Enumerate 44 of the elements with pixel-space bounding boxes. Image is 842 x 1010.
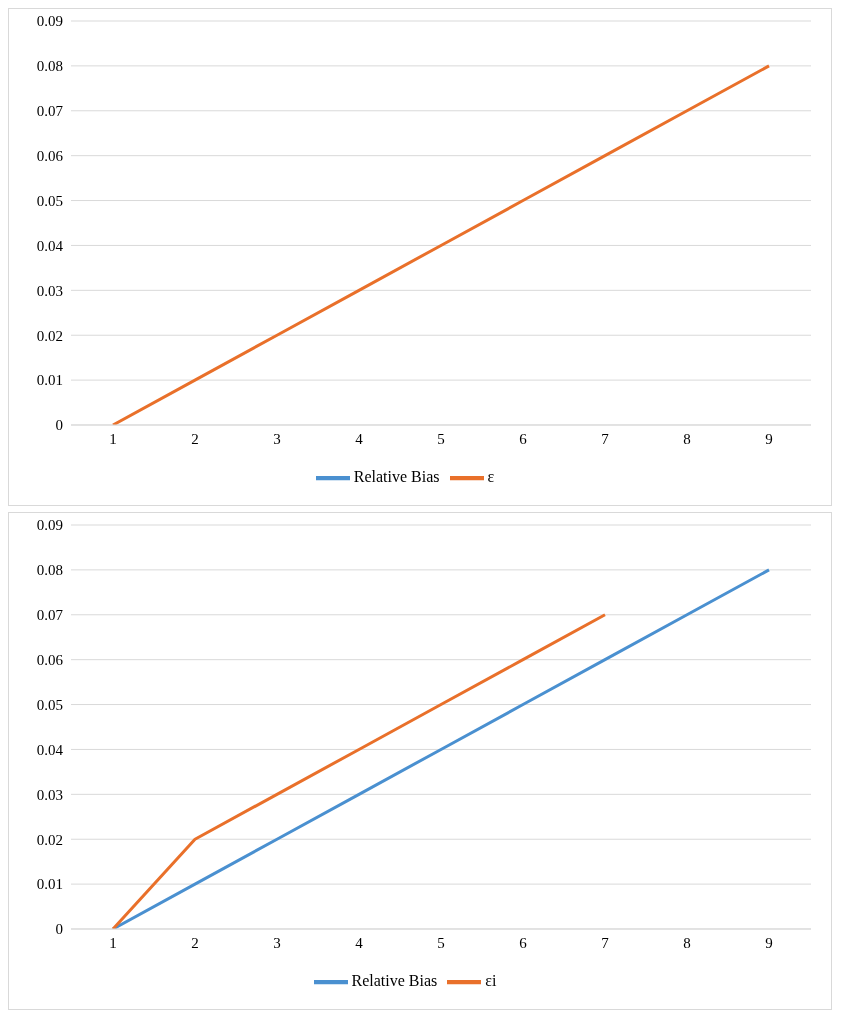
x-tick-label: 1	[109, 430, 117, 447]
y-tick-label: 0.05	[36, 696, 63, 713]
x-tick-label: 4	[355, 934, 364, 951]
y-tick-label: 0.05	[36, 192, 63, 209]
x-tick-label: 8	[683, 430, 691, 447]
x-tick-label: 3	[273, 934, 281, 951]
y-tick-label: 0.09	[36, 517, 63, 534]
legend-label: ε	[487, 467, 495, 485]
legend-label: Relative Bias	[351, 971, 438, 989]
line-series	[111, 64, 771, 425]
x-tick-label: 5	[437, 430, 445, 447]
x-tick-label: 3	[273, 430, 281, 447]
legend-label: εi	[485, 971, 497, 989]
x-tick-label: 9	[765, 934, 773, 951]
y-tick-label: 0.04	[36, 237, 64, 254]
y-tick-label: 0	[55, 417, 63, 434]
line-series	[111, 613, 607, 929]
y-tick-label: 0.07	[36, 103, 64, 120]
y-tick-label: 0.03	[36, 786, 63, 803]
y-tick-label: 0.08	[36, 58, 63, 75]
x-tick-label: 7	[601, 934, 610, 951]
y-tick-label: 0.02	[36, 327, 63, 344]
y-tick-label: 0.09	[36, 13, 63, 30]
x-tick-label: 1	[109, 934, 117, 951]
x-tick-label: 2	[191, 430, 199, 447]
y-tick-label: 0.01	[36, 876, 63, 893]
y-tick-label: 0.08	[36, 562, 63, 579]
x-tick-label: 4	[355, 430, 364, 447]
legend-label: Relative Bias	[353, 467, 440, 485]
x-tick-label: 6	[519, 934, 528, 951]
x-tick-label: 5	[437, 934, 445, 951]
y-tick-label: 0.03	[36, 282, 63, 299]
y-tick-label: 0.06	[36, 147, 64, 164]
x-tick-label: 7	[601, 430, 610, 447]
y-tick-label: 0.04	[36, 741, 64, 758]
x-tick-label: 2	[191, 934, 199, 951]
y-tick-label: 0	[55, 921, 63, 938]
y-tick-label: 0.02	[36, 831, 63, 848]
y-tick-label: 0.01	[36, 372, 63, 389]
x-tick-label: 8	[683, 934, 691, 951]
x-tick-label: 6	[519, 430, 528, 447]
x-tick-label: 9	[765, 430, 773, 447]
y-tick-label: 0.07	[36, 607, 64, 624]
y-tick-label: 0.06	[36, 651, 64, 668]
